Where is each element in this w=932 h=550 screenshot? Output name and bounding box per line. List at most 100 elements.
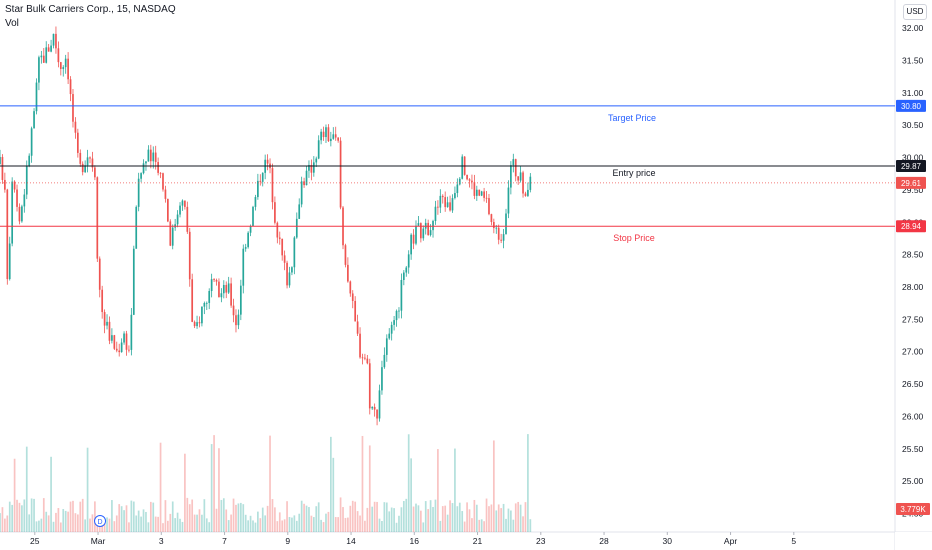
volume-bar bbox=[215, 508, 218, 532]
candle-body bbox=[288, 272, 291, 286]
candle-body bbox=[184, 200, 186, 207]
currency-button[interactable]: USD bbox=[903, 4, 927, 20]
candle-body bbox=[344, 245, 347, 265]
candle-body bbox=[123, 333, 125, 343]
candle-body bbox=[361, 357, 364, 359]
volume-bar bbox=[458, 502, 461, 532]
volume-bar bbox=[492, 440, 495, 532]
candle-body bbox=[293, 237, 296, 268]
volume-indicator-label[interactable]: Vol bbox=[5, 18, 19, 29]
volume-bar bbox=[113, 521, 116, 532]
candle-body bbox=[502, 234, 505, 241]
candle-body bbox=[62, 67, 65, 69]
volume-bar bbox=[220, 499, 223, 532]
volume-bar bbox=[286, 501, 288, 532]
candle-body bbox=[69, 79, 72, 95]
price-tick-label: 26.00 bbox=[902, 411, 924, 421]
volume-bar bbox=[196, 514, 198, 532]
candle-body bbox=[162, 173, 164, 190]
candle-body bbox=[388, 333, 391, 339]
volume-bar bbox=[381, 521, 383, 532]
volume-bar bbox=[485, 498, 488, 532]
candle-body bbox=[120, 342, 123, 353]
candle-body bbox=[145, 161, 147, 164]
candle-body bbox=[59, 62, 62, 69]
candle-body bbox=[446, 202, 449, 208]
volume-bar bbox=[130, 500, 133, 532]
candle-body bbox=[312, 162, 315, 173]
level-label: Target Price bbox=[608, 113, 656, 123]
candle-body bbox=[473, 182, 476, 196]
candle-body bbox=[227, 283, 230, 293]
candle-body bbox=[332, 134, 335, 139]
volume-bar bbox=[405, 498, 408, 532]
candle-body bbox=[13, 181, 16, 190]
volume-bar bbox=[364, 520, 366, 532]
candle-body bbox=[235, 315, 237, 326]
candle-body bbox=[252, 206, 254, 227]
volume-bar bbox=[213, 435, 215, 532]
volume-bar bbox=[519, 504, 522, 532]
candle-body bbox=[11, 181, 14, 244]
volume-bar bbox=[332, 457, 335, 532]
candle-body bbox=[208, 290, 211, 303]
candle-body bbox=[315, 158, 318, 163]
volume-bar bbox=[339, 497, 342, 532]
candle-body bbox=[135, 206, 138, 249]
volume-bar bbox=[28, 514, 31, 532]
volume-bar bbox=[522, 516, 524, 532]
candle-body bbox=[468, 179, 471, 181]
candle-body bbox=[103, 312, 106, 326]
volume-bar bbox=[257, 511, 259, 532]
volume-bar bbox=[305, 505, 308, 532]
volume-bar bbox=[293, 515, 296, 532]
current-price-badge bbox=[896, 176, 926, 189]
volume-bar bbox=[334, 517, 337, 532]
candle-body bbox=[366, 358, 369, 364]
volume-bar bbox=[271, 499, 274, 532]
volume-bar bbox=[359, 515, 361, 532]
volume-bar bbox=[502, 503, 505, 532]
volume-bar bbox=[81, 498, 84, 532]
level-badge-label: 29.87 bbox=[901, 162, 922, 171]
volume-bar bbox=[8, 501, 11, 532]
volume-bar bbox=[264, 515, 267, 532]
candlesticks bbox=[0, 26, 532, 426]
candle-body bbox=[42, 55, 45, 63]
volume-bar bbox=[235, 504, 237, 532]
candle-body bbox=[500, 239, 502, 241]
volume-bar bbox=[115, 515, 118, 532]
level-label: Entry price bbox=[612, 168, 655, 178]
volume-bar bbox=[295, 520, 298, 532]
candle-body bbox=[393, 320, 395, 325]
price-tick-label: 28.00 bbox=[902, 282, 924, 292]
volume-bar bbox=[239, 502, 242, 532]
time-tick-label: 16 bbox=[410, 536, 420, 546]
candle-body bbox=[1, 157, 4, 180]
candle-body bbox=[23, 194, 26, 207]
volume-bar bbox=[171, 501, 174, 532]
volume-bar bbox=[388, 511, 391, 532]
volume-bar bbox=[329, 436, 332, 532]
price-tick-label: 28.50 bbox=[902, 250, 924, 260]
dividend-icon-letter: D bbox=[98, 519, 103, 526]
volume-bar bbox=[125, 505, 128, 532]
volume-bar bbox=[510, 510, 512, 532]
candle-body bbox=[188, 231, 191, 280]
dividend-marker: D bbox=[94, 515, 107, 527]
candle-body bbox=[191, 279, 194, 322]
volume-bar bbox=[67, 511, 69, 532]
volume-bar bbox=[79, 501, 82, 532]
volume-bar bbox=[84, 519, 86, 532]
candle-body bbox=[55, 33, 57, 49]
volume-bar bbox=[191, 499, 194, 532]
candle-body bbox=[142, 163, 145, 174]
volume-bar bbox=[337, 517, 340, 532]
candle-body bbox=[410, 234, 412, 255]
candle-body bbox=[325, 127, 327, 138]
volume-bar bbox=[478, 519, 481, 532]
volume-bar bbox=[142, 509, 145, 532]
volume-bar bbox=[300, 500, 303, 532]
candle-body bbox=[381, 367, 383, 391]
